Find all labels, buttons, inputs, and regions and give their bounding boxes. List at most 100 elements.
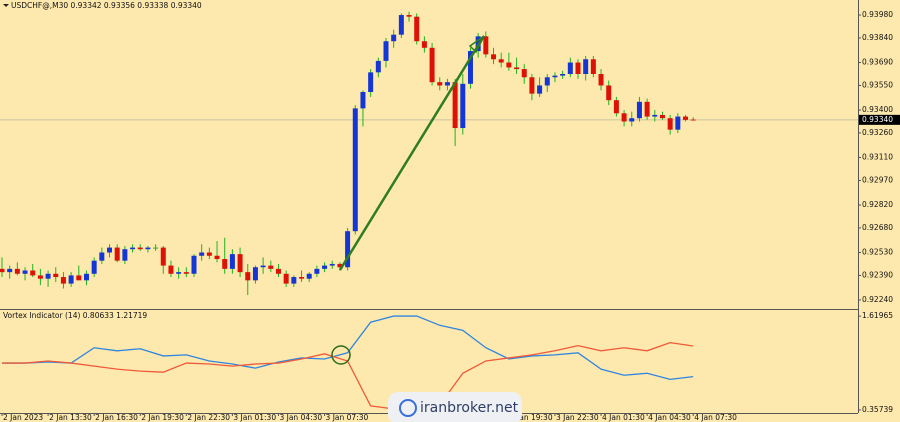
candle-body bbox=[145, 247, 151, 250]
price-label: 0.93340 bbox=[862, 115, 893, 124]
y-tick-label: 0.93550 bbox=[862, 80, 893, 89]
candle-body bbox=[268, 265, 274, 269]
watermark-logo bbox=[399, 399, 417, 417]
candle-body bbox=[467, 51, 473, 84]
x-tick-label: 3 Jan 01:30 bbox=[233, 413, 276, 422]
candle-body bbox=[283, 273, 289, 284]
candle-body bbox=[368, 72, 374, 93]
candle-body bbox=[199, 252, 205, 256]
candle-body bbox=[590, 59, 596, 74]
y-tick-label: 0.92240 bbox=[862, 295, 893, 304]
indicator-line bbox=[2, 315, 694, 380]
candle-body bbox=[483, 36, 489, 55]
candle-body bbox=[629, 118, 635, 122]
candle-body bbox=[414, 16, 420, 42]
y-tick-label: 0.92820 bbox=[862, 200, 893, 209]
candle-body bbox=[176, 272, 182, 274]
candle-body bbox=[583, 59, 589, 74]
candle-body bbox=[37, 275, 43, 279]
candle-body bbox=[329, 263, 335, 266]
candle-body bbox=[345, 231, 351, 268]
candle-body bbox=[537, 85, 543, 94]
candle-body bbox=[45, 273, 51, 279]
x-tick-label: 2 Jan 16:30 bbox=[95, 413, 138, 422]
candle-body bbox=[306, 273, 312, 279]
candle-body bbox=[60, 277, 66, 284]
candle-body bbox=[245, 272, 251, 281]
candle-body bbox=[567, 62, 573, 74]
candle-body bbox=[76, 275, 82, 281]
candle-body bbox=[191, 255, 197, 274]
x-tick-label: 2 Jan 13:30 bbox=[49, 413, 92, 422]
candle-body bbox=[107, 247, 113, 253]
candle-body bbox=[560, 73, 566, 76]
candle-body bbox=[529, 77, 535, 94]
x-tick-label: 2 Jan 22:30 bbox=[187, 413, 230, 422]
candle-body bbox=[237, 254, 243, 273]
candle-body bbox=[122, 249, 128, 261]
y-tick-label: 0.93110 bbox=[862, 153, 893, 162]
candle-body bbox=[68, 275, 74, 284]
candle-body bbox=[437, 82, 443, 86]
candle-body bbox=[421, 41, 427, 48]
watermark-text: iranbroker.net bbox=[420, 400, 519, 416]
y-tick-label: 0.92530 bbox=[862, 247, 893, 256]
candle-body bbox=[30, 270, 36, 276]
candle-body bbox=[14, 268, 20, 274]
candle-body bbox=[575, 62, 581, 74]
candle-body bbox=[613, 100, 619, 114]
x-tick-label: 4 Jan 01:30 bbox=[602, 413, 645, 422]
plot: 0.93980 0.93840 0.93690 0.93550 0.93400 0.932… bbox=[0, 10, 900, 422]
candle-body bbox=[383, 41, 389, 61]
chart-title: USDCHF@,M30 0.93342 0.93356 0.93338 0.93… bbox=[11, 1, 202, 10]
candle-body bbox=[160, 247, 166, 266]
candle-body bbox=[22, 270, 28, 274]
watermark-box bbox=[388, 392, 522, 422]
y-tick-label: 0.93690 bbox=[862, 58, 893, 67]
candle-body bbox=[291, 277, 297, 284]
candle-body bbox=[429, 47, 435, 83]
candle-body bbox=[406, 15, 412, 17]
candle-body bbox=[299, 277, 305, 279]
candle-body bbox=[0, 268, 5, 273]
candle-body bbox=[229, 254, 235, 269]
candle-body bbox=[659, 114, 665, 119]
y-tick-label: 0.93400 bbox=[862, 105, 893, 114]
candle-body bbox=[260, 265, 266, 268]
candle-body bbox=[690, 119, 696, 121]
y-tick-label: 1.61965 bbox=[862, 311, 893, 320]
candle-body bbox=[552, 75, 558, 78]
candle-body bbox=[621, 113, 627, 122]
candle-body bbox=[206, 252, 212, 256]
menu-arrow[interactable] bbox=[3, 4, 9, 7]
cross-circle bbox=[331, 345, 351, 365]
arrow-head bbox=[468, 35, 485, 54]
candle-body bbox=[514, 67, 520, 70]
candle-body bbox=[53, 273, 59, 278]
candle-body bbox=[683, 116, 689, 120]
candle-body bbox=[337, 263, 343, 268]
candle-body bbox=[391, 34, 397, 42]
candle-body bbox=[498, 59, 504, 63]
candle-body bbox=[168, 265, 174, 274]
candle-body bbox=[444, 82, 450, 86]
candle-body bbox=[598, 73, 604, 86]
y-tick-label: 0.93840 bbox=[862, 33, 893, 42]
candle-body bbox=[544, 77, 550, 86]
y-tick-label: 0.35739 bbox=[862, 405, 893, 414]
watermark: iranbroker.net bbox=[388, 392, 522, 422]
candle-body bbox=[506, 62, 512, 68]
x-tick-label: 3 Jan 04:30 bbox=[279, 413, 322, 422]
y-tick-label: 0.92390 bbox=[862, 270, 893, 279]
candle-body bbox=[214, 255, 220, 260]
price-label-box bbox=[859, 114, 900, 125]
indicator-title: Vortex Indicator (14) 0.80633 1.21719 bbox=[3, 311, 147, 320]
x-tick-label: 3 Jan 07:30 bbox=[326, 413, 369, 422]
x-tick-label: 3 Jan 19:30 bbox=[510, 413, 553, 422]
candle-body bbox=[652, 114, 658, 117]
candle-body bbox=[667, 118, 673, 130]
y-tick-label: 0.93980 bbox=[862, 10, 893, 19]
